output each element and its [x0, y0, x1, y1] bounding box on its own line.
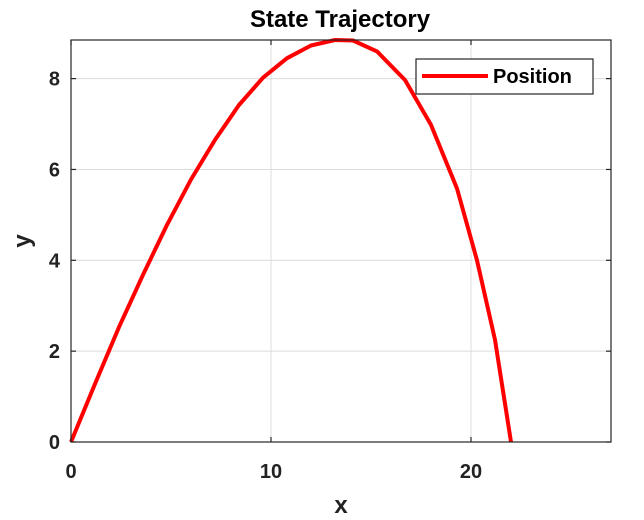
x-axis-label: x — [334, 492, 348, 519]
legend-label: Position — [493, 66, 572, 88]
y-tick-label: 8 — [49, 69, 60, 91]
plot-frame — [70, 39, 612, 443]
grid — [71, 40, 611, 442]
series-layer — [69, 38, 513, 443]
x-tick-label: 0 — [65, 461, 76, 483]
series-line-position — [69, 38, 513, 443]
x-tick-label: 10 — [260, 461, 282, 483]
y-tick-label: 2 — [49, 341, 60, 363]
y-tick-label: 6 — [49, 159, 60, 181]
y-tick-label: 0 — [49, 432, 60, 454]
ticks: 0 10 20 0 2 4 6 8 — [49, 40, 611, 483]
legend: Position — [415, 58, 594, 95]
plot-area — [71, 40, 611, 442]
y-tick-label: 4 — [49, 250, 61, 272]
y-axis-label: y — [9, 234, 36, 248]
chart-title: State Trajectory — [250, 6, 431, 33]
x-tick-label: 20 — [460, 461, 482, 483]
